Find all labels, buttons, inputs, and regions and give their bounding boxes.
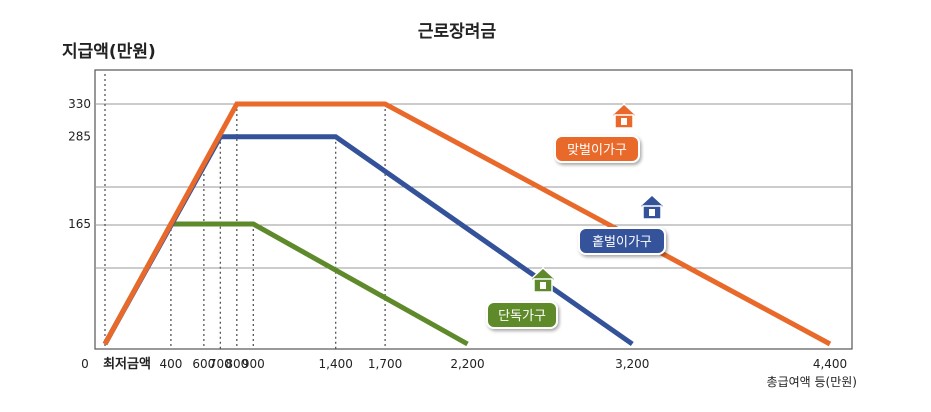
- x-tick-label: 700: [209, 357, 232, 371]
- chart-title: 근로장려금: [418, 22, 497, 42]
- house-icon: [637, 193, 667, 220]
- plot-area: [94, 69, 853, 350]
- x-tick-label: 400: [159, 357, 182, 371]
- guide-lines: [104, 74, 386, 349]
- x-axis-title: 총급여액 등(만원): [767, 375, 857, 389]
- x-tick-label: 900: [242, 357, 265, 371]
- series-label: 맞벌이가구: [567, 143, 627, 158]
- origin-label: 0: [81, 357, 89, 371]
- series-label-box: [486, 301, 558, 329]
- y-axis-title: 지급액(만원): [62, 42, 156, 62]
- x-tick-label: 800: [225, 357, 248, 371]
- y-tick-label: 285: [68, 130, 91, 144]
- series-lines: [102, 101, 832, 347]
- x-tick-label: 4,400: [813, 357, 847, 371]
- x-tick-label: 1,400: [319, 357, 353, 371]
- house-icon: [528, 266, 558, 293]
- series-label: 단독가구: [498, 309, 546, 324]
- series-label-box: [578, 227, 666, 255]
- x-min-label: 최저금액: [103, 357, 151, 372]
- series-label: 홑벌이가구: [592, 235, 652, 250]
- series-label-box: [554, 135, 640, 163]
- series-line: [102, 101, 832, 347]
- x-tick-label: 2,200: [450, 357, 484, 371]
- house-icon: [609, 102, 639, 129]
- x-tick-label: 3,200: [615, 357, 649, 371]
- x-tick-label: 1,700: [368, 357, 402, 371]
- y-tick-label: 165: [68, 217, 91, 231]
- x-tick-label: 600: [192, 357, 215, 371]
- y-tick-label: 330: [68, 97, 91, 111]
